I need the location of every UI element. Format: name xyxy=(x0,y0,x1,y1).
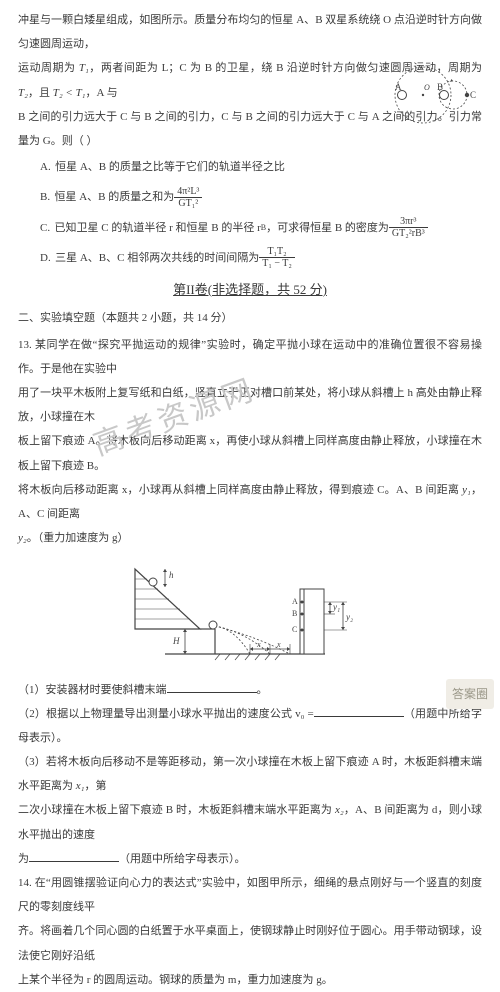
q13-p5: y₂。（重力加速度为 g） xyxy=(18,526,482,550)
q14-p1: 14. 在“用圆锥摆验证向心力的表达式”实验中，如图甲所示，细绳的悬点刚好与一个… xyxy=(18,871,482,919)
opt-b-frac: 4π²L³ GT₁² xyxy=(174,186,202,209)
q14-p2: 齐。将画着几个同心圆的白纸置于水平桌面上，使钢球静止时刚好位于圆心。用手带动钢球… xyxy=(18,919,482,967)
intro-line1: 冲星与一颗白矮星组成，如图所示。质量分布均匀的恒星 A、B 双星系统绕 O 点沿… xyxy=(18,8,482,56)
q13-p1: 13. 某同学在做“探究平抛运动的规律”实验时，确定平抛小球在运动中的准确位置很… xyxy=(18,333,482,381)
opt-c-text-b: ，可求得恒星 B 的密度为 xyxy=(266,216,389,240)
svg-text:H: H xyxy=(172,636,180,646)
section-2-heading: 第II卷(非选择题，共 52 分) xyxy=(18,276,482,305)
opt-c-den: GT₂²rB³ xyxy=(389,228,428,239)
blank-1 xyxy=(167,683,257,693)
svg-text:y₁: y₁ xyxy=(332,602,340,612)
t2-symbol: T₂ xyxy=(18,87,28,99)
option-c: C. 已知卫星 C 的轨道半径 r 和恒星 B 的半径 rB，可求得恒星 B 的… xyxy=(40,216,482,240)
option-b: B. 恒星 A、B 的质量之和为 4π²L³ GT₁² xyxy=(40,185,482,209)
q13-s2: （2）根据以上物理量导出测量小球水平抛出的速度公式 v₀ =（用题中所给字母表示… xyxy=(18,702,482,750)
y2-symbol: y₂ xyxy=(18,532,27,544)
q13-s3b: ，第 xyxy=(84,780,106,792)
sub-heading-2: 二、实验填空题（本题共 2 小题，共 14 分） xyxy=(18,306,482,330)
orbit-label-c: C xyxy=(470,90,476,100)
opt-c-text-a: 已知卫星 C 的轨道半径 r 和恒星 B 的半径 r xyxy=(54,216,260,240)
opt-b-den: GT₁² xyxy=(174,198,202,209)
q13-s1b: 。 xyxy=(257,684,268,696)
q13-p5t: 。（重力加速度为 g） xyxy=(27,532,129,544)
blank-3 xyxy=(29,852,119,862)
q13-p4a: 将木板向后移动距离 x，小球再从斜槽上同样高度由静止释放，得到痕迹 C。A、B … xyxy=(18,484,462,496)
svg-text:x: x xyxy=(276,640,281,649)
option-d: D. 三星 A、B、C 相邻两次共线的时间间隔为 T₁T₂ T₁ − T₂ xyxy=(40,246,482,270)
opt-c-frac: 3πr³ GT₂²rB³ xyxy=(389,216,428,239)
q13-s1: （1）安装器材时要使斜槽末端 。 xyxy=(18,678,482,702)
t1-symbol: T₁ xyxy=(79,62,89,74)
q14-p3: 上某个半径为 r 的圆周运动。钢球的质量为 m，重力加速度为 g。 xyxy=(18,968,482,992)
blank-2 xyxy=(314,707,404,717)
q13-s2a: （2）根据以上物理量导出测量小球水平抛出的速度公式 v₀ = xyxy=(18,708,314,720)
opt-d-label: D. xyxy=(40,246,51,270)
svg-text:h: h xyxy=(169,570,174,580)
intro-l2d: ，A 与 xyxy=(86,87,118,99)
opt-b-num: 4π²L³ xyxy=(174,186,202,198)
orbit-label-b: B xyxy=(437,82,443,92)
opt-d-text: 三星 A、B、C 相邻两次共线的时间间隔为 xyxy=(55,246,259,270)
svg-text:y₂: y₂ xyxy=(345,612,353,622)
q13-s1a: （1）安装器材时要使斜槽末端 xyxy=(18,684,167,696)
opt-c-num: 3πr³ xyxy=(389,216,428,228)
svg-text:B: B xyxy=(292,609,297,618)
q13-p4: 将木板向后移动距离 x，小球再从斜槽上同样高度由静止释放，得到痕迹 C。A、B … xyxy=(18,478,482,526)
opt-b-text: 恒星 A、B 的质量之和为 xyxy=(54,185,174,209)
q13-s3c: 二次小球撞在木板上留下痕迹 B 时，木板距斜槽末端水平距离为 xyxy=(18,804,335,816)
opt-c-label: C. xyxy=(40,216,50,240)
opt-d-num: T₁T₂ xyxy=(259,246,295,258)
intro-l2a: 运动周期为 xyxy=(18,62,79,74)
q13-s3f: （用题中所给字母表示）。 xyxy=(119,853,246,865)
x1-symbol: x₁ xyxy=(76,780,85,792)
q13-s3-l2: 二次小球撞在木板上留下痕迹 B 时，木板距斜槽末端水平距离为 x₂，A、B 间距… xyxy=(18,798,482,846)
opt-b-label: B. xyxy=(40,185,50,209)
orbit-diagram: A B C O xyxy=(388,60,478,130)
svg-text:x: x xyxy=(256,640,261,649)
opt-a-text: 恒星 A、B 的质量之比等于它们的轨道半径之比 xyxy=(55,155,285,179)
orbit-label-o: O xyxy=(424,83,430,92)
q13-p2: 用了一块平木板附上复写纸和白纸，竖直立于正对槽口前某处，将小球从斜槽上 h 高处… xyxy=(18,381,482,429)
opt-a-label: A. xyxy=(40,155,51,179)
intro-l1: 冲星与一颗白矮星组成，如图所示。质量分布均匀的恒星 A、B 双星系统绕 O 点沿… xyxy=(18,14,482,50)
svg-text:A: A xyxy=(292,597,298,606)
q13-s3-l1: （3）若将木板向后移动不是等距移动，第一次小球撞在木板上留下痕迹 A 时，木板距… xyxy=(18,750,482,798)
t2-lt-t1: T₂ < T₁ xyxy=(53,87,86,99)
svg-text:C: C xyxy=(292,625,297,634)
q13-s3-l3: 为 （用题中所给字母表示）。 xyxy=(18,847,482,871)
x2-symbol: x₂ xyxy=(335,804,344,816)
y1-symbol: y₁ xyxy=(462,484,471,496)
opt-d-den: T₁ − T₂ xyxy=(259,258,295,269)
intro-l2c: ，且 xyxy=(28,87,53,99)
footer-badge: 答案圈 xyxy=(446,679,494,709)
opt-d-frac: T₁T₂ T₁ − T₂ xyxy=(259,246,295,269)
orbit-label-a: A xyxy=(395,82,402,92)
q13-p3: 板上留下痕迹 A。将木板向后移动距离 x，再使小球从斜槽上同样高度由静止释放，小… xyxy=(18,429,482,477)
option-a: A. 恒星 A、B 的质量之比等于它们的轨道半径之比 xyxy=(40,155,482,179)
q13-s3e: 为 xyxy=(18,853,29,865)
q13-figure: h H A B C y₁ xyxy=(18,554,482,673)
